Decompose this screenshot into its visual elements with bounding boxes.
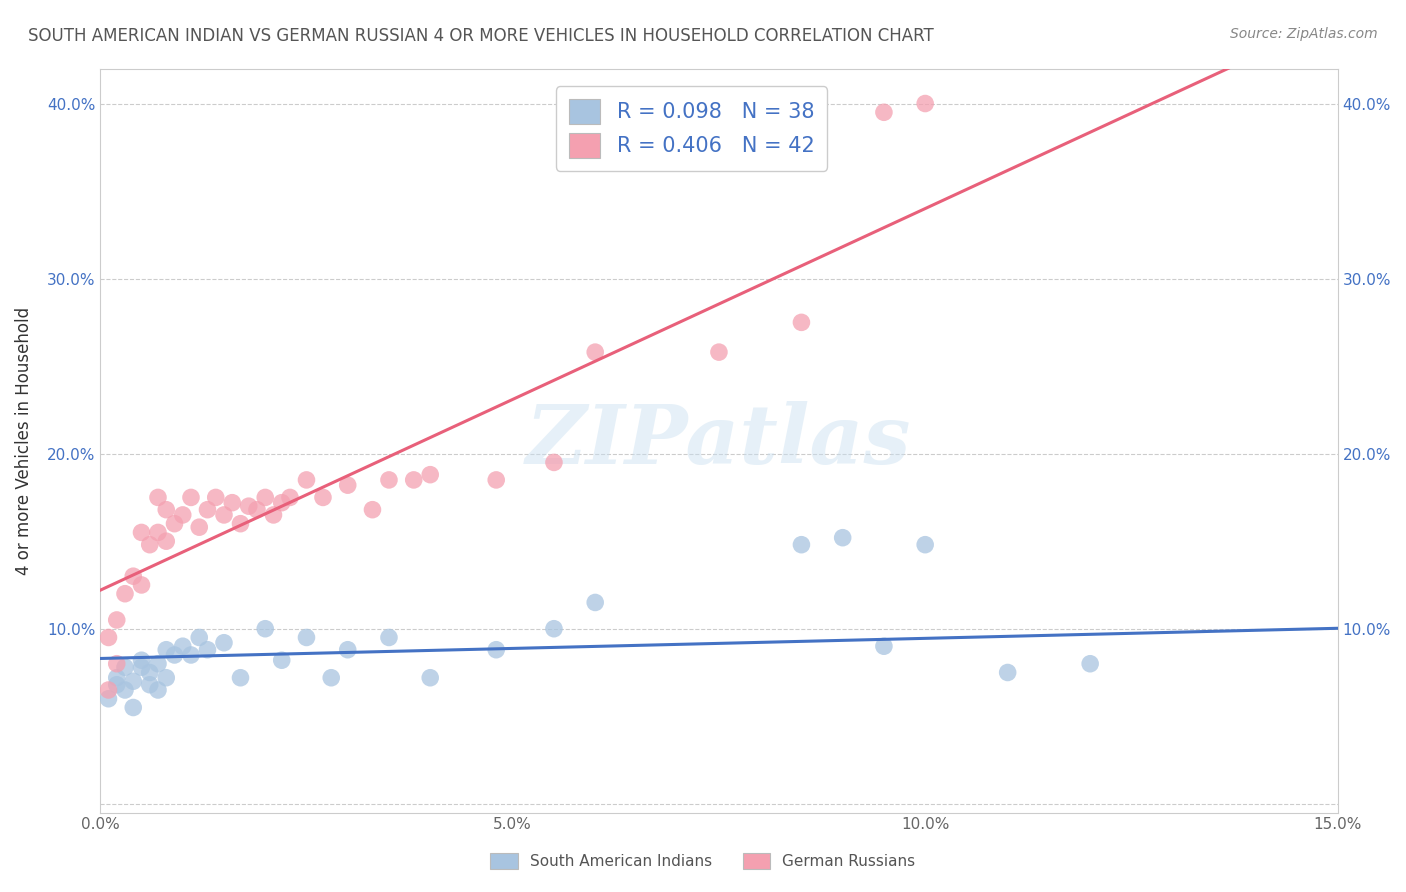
Point	[155, 642, 177, 657]
Point	[270, 496, 292, 510]
Point	[172, 639, 194, 653]
Point	[146, 491, 169, 505]
Point	[997, 665, 1019, 680]
Point	[295, 631, 318, 645]
Point	[131, 660, 153, 674]
Point	[197, 502, 219, 516]
Point	[229, 516, 252, 531]
Point	[105, 613, 128, 627]
Point	[419, 671, 441, 685]
Point	[246, 502, 269, 516]
Point	[212, 636, 235, 650]
Point	[402, 473, 425, 487]
Point	[1078, 657, 1101, 671]
Point	[131, 653, 153, 667]
Point	[419, 467, 441, 482]
Point	[212, 508, 235, 522]
Point	[188, 631, 211, 645]
Text: ZIPatlas: ZIPatlas	[526, 401, 911, 481]
Point	[790, 538, 813, 552]
Point	[790, 315, 813, 329]
Text: Source: ZipAtlas.com: Source: ZipAtlas.com	[1230, 27, 1378, 41]
Point	[155, 671, 177, 685]
Point	[155, 534, 177, 549]
Point	[229, 671, 252, 685]
Point	[188, 520, 211, 534]
Point	[312, 491, 335, 505]
Point	[361, 502, 384, 516]
Point	[204, 491, 226, 505]
Point	[146, 683, 169, 698]
Point	[278, 491, 301, 505]
Point	[155, 502, 177, 516]
Point	[122, 569, 145, 583]
Point	[180, 491, 202, 505]
Point	[105, 671, 128, 685]
Point	[270, 653, 292, 667]
Point	[583, 595, 606, 609]
Point	[378, 631, 401, 645]
Point	[583, 345, 606, 359]
Point	[831, 531, 853, 545]
Point	[336, 642, 359, 657]
Point	[172, 508, 194, 522]
Point	[543, 622, 565, 636]
Text: SOUTH AMERICAN INDIAN VS GERMAN RUSSIAN 4 OR MORE VEHICLES IN HOUSEHOLD CORRELAT: SOUTH AMERICAN INDIAN VS GERMAN RUSSIAN …	[28, 27, 934, 45]
Point	[131, 578, 153, 592]
Point	[105, 657, 128, 671]
Point	[97, 683, 120, 698]
Point	[485, 473, 508, 487]
Point	[295, 473, 318, 487]
Point	[543, 455, 565, 469]
Point	[114, 660, 136, 674]
Point	[163, 516, 186, 531]
Point	[105, 678, 128, 692]
Point	[131, 525, 153, 540]
Point	[97, 631, 120, 645]
Point	[122, 674, 145, 689]
Point	[254, 491, 277, 505]
Point	[163, 648, 186, 662]
Point	[139, 678, 162, 692]
Point	[122, 700, 145, 714]
Point	[146, 657, 169, 671]
Point	[336, 478, 359, 492]
Point	[321, 671, 343, 685]
Point	[254, 622, 277, 636]
Point	[238, 499, 260, 513]
Point	[485, 642, 508, 657]
Point	[914, 96, 936, 111]
Legend: R = 0.098   N = 38, R = 0.406   N = 42: R = 0.098 N = 38, R = 0.406 N = 42	[557, 87, 827, 170]
Point	[97, 691, 120, 706]
Point	[873, 639, 896, 653]
Point	[707, 345, 730, 359]
Point	[114, 587, 136, 601]
Point	[378, 473, 401, 487]
Point	[139, 665, 162, 680]
Point	[914, 538, 936, 552]
Point	[197, 642, 219, 657]
Legend: South American Indians, German Russians: South American Indians, German Russians	[484, 847, 922, 875]
Point	[873, 105, 896, 120]
Point	[114, 683, 136, 698]
Point	[263, 508, 285, 522]
Point	[180, 648, 202, 662]
Point	[146, 525, 169, 540]
Y-axis label: 4 or more Vehicles in Household: 4 or more Vehicles in Household	[15, 307, 32, 574]
Point	[139, 538, 162, 552]
Point	[221, 496, 243, 510]
